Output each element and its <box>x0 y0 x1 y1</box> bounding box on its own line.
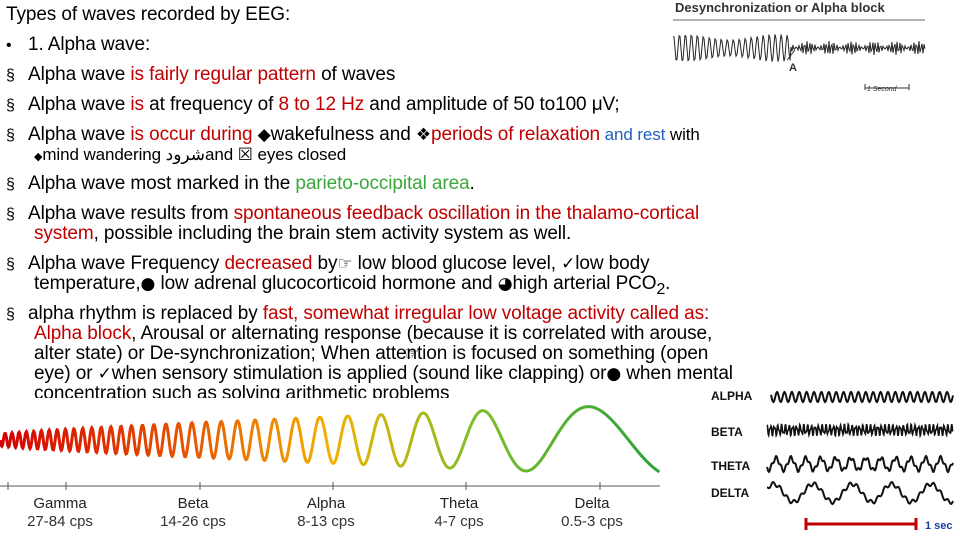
band-alpha: Alpha 8-13 cps <box>297 495 355 530</box>
line-freq-decreased: § Alpha wave Frequency decreased by☞ low … <box>6 253 650 275</box>
band-theta: Theta 4-7 cps <box>434 495 484 530</box>
line-alpha-title: • 1. Alpha wave: <box>6 34 151 55</box>
line-freq-decreased-cont: temperature,● low adrenal glucocorticoid… <box>34 273 671 298</box>
band-beta: Beta 14-26 cps <box>160 495 226 530</box>
line-alpha-block: § alpha rhythm is replaced by fast, somew… <box>6 303 710 324</box>
circle-bullet-icon: ◕ <box>497 274 513 294</box>
diamond-icon: ◆ <box>257 125 271 145</box>
eeg-bands-figure: Gamma 27-84 cps Beta 14-26 cps Alpha 8-13 c… <box>0 398 660 540</box>
label-delta: DELTA <box>711 486 750 500</box>
bullet-square: § <box>6 67 15 84</box>
bands-svg <box>0 405 660 490</box>
line-alpha-block-5: concentration such as solving arithmetic… <box>34 384 450 398</box>
inset-title: Desynchronization or Alpha block <box>675 0 885 15</box>
line-alpha-block-3: ☞ alter state) or De-synchronization; Whe… <box>34 343 709 365</box>
bullet-dot: • <box>6 37 12 54</box>
bullet-square: § <box>6 97 15 114</box>
line-occurrence: § Alpha wave is occur during ◆wakefulness… <box>6 124 700 146</box>
line-alpha-block-4: eye) or ✓when sensory stimulation is app… <box>34 363 733 385</box>
line-alpha-block-2: Alpha block, Arousal or alternating resp… <box>34 323 713 344</box>
line-oscillation-cont: system, possible including the brain ste… <box>34 223 572 244</box>
bullet-square: § <box>6 256 15 273</box>
inset-scale-label: 1 Second <box>867 86 897 93</box>
eeg-trace-svg <box>672 19 926 90</box>
hand-pointer-icon: ☞ <box>337 254 353 274</box>
band-delta: Delta 0.5-3 cps <box>561 495 623 530</box>
label-theta: THETA <box>711 459 751 473</box>
line-mind-wandering: ◆mind wandering شرودand ☒ eyes closed <box>34 145 347 165</box>
bullet-square: § <box>6 127 15 144</box>
bullet-square: § <box>6 306 15 323</box>
boxed-x-icon: ☒ <box>237 145 253 165</box>
wave-types-figure: ALPHA BETA THETA DELTA 1 sec <box>705 385 960 540</box>
star-diamond-icon: ❖ <box>415 125 432 145</box>
check-mark-icon: ✓ <box>561 254 576 274</box>
slide-heading: Types of waves recorded by EEG: <box>6 4 291 25</box>
bullet-square: § <box>6 206 15 223</box>
scale-label: 1 sec <box>925 520 953 532</box>
check-mark-icon: ✓ <box>97 364 112 384</box>
filled-circle-icon: ● <box>140 274 156 294</box>
wave-types-svg <box>766 390 954 530</box>
line-frequency: § Alpha wave is at frequency of 8 to 12 H… <box>6 94 620 115</box>
alpha-block-eeg-figure: Desynchronization or Alpha block A 1 Sec… <box>663 0 929 94</box>
label-beta: BETA <box>711 425 743 439</box>
label-alpha: ALPHA <box>711 389 753 403</box>
line-regular-pattern: § Alpha wave is fairly regular pattern of… <box>6 64 396 85</box>
bullet-square: § <box>6 176 15 193</box>
small-diamond-icon: ◆ <box>34 150 43 163</box>
hand-pointer-icon: ☞ <box>404 344 420 364</box>
filled-circle-icon: ● <box>606 364 622 384</box>
line-parieto-occipital: § Alpha wave most marked in the parieto-o… <box>6 173 475 194</box>
block-marker: A <box>789 62 797 74</box>
line-oscillation: § Alpha wave results from spontaneous fee… <box>6 203 700 224</box>
band-gamma: Gamma 27-84 cps <box>27 495 93 530</box>
